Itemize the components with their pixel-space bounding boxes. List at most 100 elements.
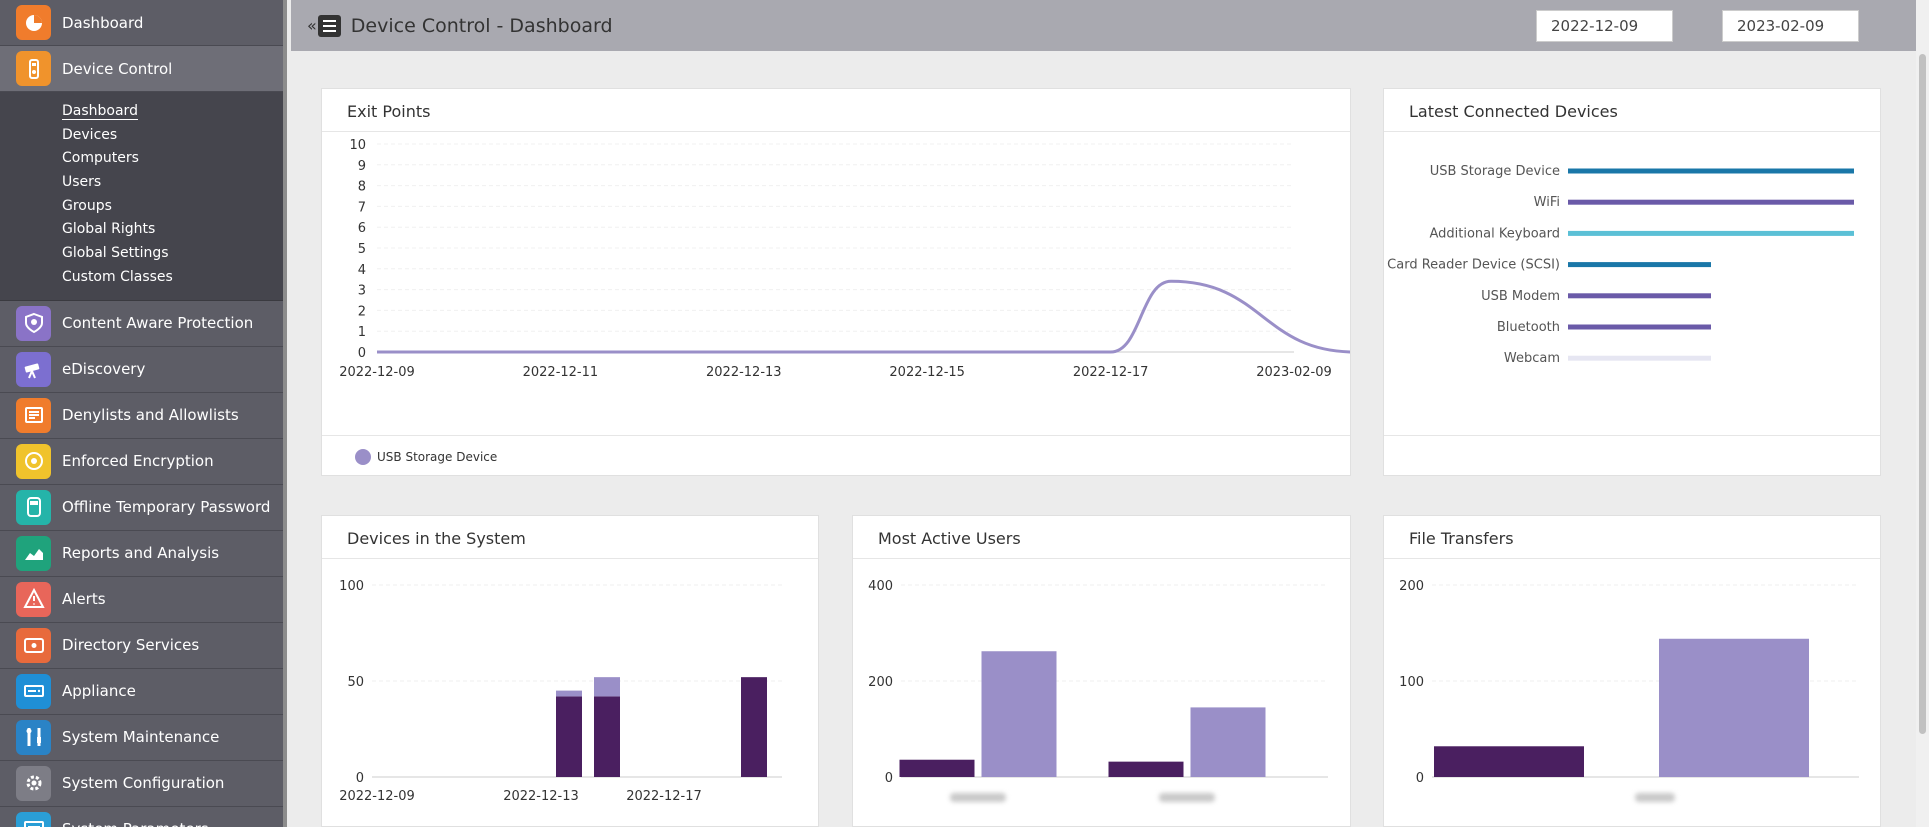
file-transfers-panel: File Transfers 0 100 200 (1383, 515, 1881, 827)
bar-category-label: Bluetooth (1497, 320, 1560, 335)
sidebar-item-label: Directory Services (62, 636, 200, 654)
y-tick-label: 50 (347, 675, 364, 690)
sidebar-item-configuration[interactable]: System Configuration (0, 761, 283, 807)
stacked-bar (556, 696, 582, 777)
sidebar-item-label: Alerts (62, 590, 106, 608)
stacked-bar (594, 696, 620, 777)
panel-title: Exit Points (322, 89, 1350, 132)
alert-triangle-icon (16, 581, 51, 617)
sidebar-item-label: System Parameters (62, 820, 209, 827)
device-bar (1568, 324, 1711, 330)
sidebar-item-reports[interactable]: Reports and Analysis (0, 531, 283, 577)
devices-system-panel: Devices in the System 0 50 100 2022-12-09 20… (321, 515, 819, 827)
active-users-chart: 0 200 400 (868, 579, 1328, 802)
stacked-bar (556, 690, 582, 697)
y-tick-label: 4 (358, 263, 366, 278)
telescope-icon (16, 351, 51, 387)
password-token-icon (16, 489, 51, 525)
active-users-panel: Most Active Users 0 200 400 (852, 515, 1351, 827)
sidebar-item-dashboard[interactable]: Dashboard (0, 0, 283, 46)
sidebar-item-label: Enforced Encryption (62, 452, 214, 470)
sidebar-item-denylists[interactable]: Denylists and Allowlists (0, 393, 283, 439)
x-tick-label: 2022-12-11 (523, 365, 599, 380)
sidebar-item-label: eDiscovery (62, 360, 146, 378)
sidebar-item-label: Reports and Analysis (62, 544, 220, 562)
y-tick-label: 3 (358, 284, 366, 299)
y-tick-label: 100 (339, 579, 364, 594)
series-line (376, 279, 1350, 354)
brain-shield-icon (16, 305, 51, 341)
submenu-item[interactable]: Users (62, 174, 102, 191)
submenu-item[interactable]: Computers (62, 150, 139, 167)
device-bar (1568, 355, 1711, 361)
date-from-input[interactable] (1536, 10, 1673, 42)
sidebar-item-ediscovery[interactable]: eDiscovery (0, 347, 283, 393)
scrollbar-thumb[interactable] (1919, 54, 1926, 734)
sidebar-item-label: Appliance (62, 682, 136, 700)
device-bar (1568, 199, 1854, 205)
device-bar (1568, 168, 1854, 174)
bar-category-label: USB Modem (1481, 289, 1560, 304)
user-bar (1190, 707, 1266, 777)
list-icon (16, 397, 51, 433)
date-to-input[interactable] (1722, 10, 1859, 42)
y-tick-label: 1 (358, 325, 366, 340)
main-scrollbar[interactable] (1916, 0, 1929, 827)
y-tick-label: 5 (358, 242, 366, 257)
redacted-user-label (950, 793, 1006, 802)
y-tick-label: 200 (1399, 579, 1424, 594)
sidebar-item-device-control[interactable]: Device Control (0, 46, 283, 92)
submenu-item[interactable]: Global Settings (62, 245, 169, 262)
x-tick-label: 2022-12-13 (503, 789, 579, 804)
x-tick-label: 2022-12-09 (339, 365, 415, 380)
y-tick-label: 7 (358, 200, 366, 215)
panel-title: File Transfers (1384, 516, 1880, 559)
panel-title: Latest Connected Devices (1384, 89, 1880, 132)
stacked-bar (594, 677, 620, 697)
collapse-sidebar-button[interactable]: « (307, 14, 341, 37)
sidebar-item-label: System Maintenance (62, 728, 220, 746)
device-bar (1568, 230, 1854, 236)
x-tick-label: 2022-12-17 (1073, 365, 1149, 380)
sidebar-item-label: Offline Temporary Password (62, 498, 271, 516)
y-tick-label: 2 (358, 304, 366, 319)
y-tick-label: 0 (885, 771, 893, 786)
double-chevron-left-icon: « (307, 16, 317, 35)
submenu-item[interactable]: Dashboard (62, 103, 138, 120)
exit-points-chart: 0 1 2 3 4 5 6 7 8 9 10 2022-12-09 2022-12-11 2022-12-… (339, 138, 1350, 380)
submenu-item[interactable]: Custom Classes (62, 268, 173, 285)
x-tick-label: 2022-12-13 (706, 365, 782, 380)
y-tick-label: 0 (358, 346, 366, 361)
sidebar-item-content-aware[interactable]: Content Aware Protection (0, 301, 283, 347)
chart-legend[interactable]: USB Storage Device (322, 435, 1350, 477)
sidebar-item-label: Content Aware Protection (62, 314, 254, 332)
sidebar-item-label: Device Control (62, 59, 173, 78)
submenu-item[interactable]: Devices (62, 126, 118, 143)
x-tick-label: 2022-12-15 (889, 365, 965, 380)
page-header: « Device Control - Dashboard (291, 0, 1916, 51)
parameters-icon (16, 811, 51, 827)
directory-icon (16, 627, 51, 663)
bar-category-label: WiFi (1534, 195, 1560, 210)
y-tick-label: 9 (358, 159, 366, 174)
sidebar-item-parameters[interactable]: System Parameters (0, 807, 283, 827)
appliance-server-icon (16, 673, 51, 709)
sidebar-item-maintenance[interactable]: System Maintenance (0, 715, 283, 761)
sidebar-item-appliance[interactable]: Appliance (0, 669, 283, 715)
legend-label: USB Storage Device (377, 449, 498, 464)
sidebar-item-label: System Configuration (62, 774, 225, 792)
exit-points-panel: Exit Points 0 1 2 3 4 5 6 7 8 9 10 2022-12-09 2022-1… (321, 88, 1351, 476)
sidebar-item-offline-password[interactable]: Offline Temporary Password (0, 485, 283, 531)
submenu-item[interactable]: Global Rights (62, 221, 156, 238)
sidebar-item-encryption[interactable]: Enforced Encryption (0, 439, 283, 485)
tools-icon (16, 719, 51, 755)
gear-icon (16, 765, 51, 801)
y-tick-label: 0 (356, 771, 364, 786)
transfer-bar (1659, 638, 1809, 777)
submenu-item[interactable]: Groups (62, 197, 112, 214)
dashboard-icon (16, 5, 51, 40)
x-tick-label: 2022-12-17 (626, 789, 702, 804)
y-tick-label: 8 (358, 180, 366, 195)
sidebar-item-directory[interactable]: Directory Services (0, 623, 283, 669)
sidebar-item-alerts[interactable]: Alerts (0, 577, 283, 623)
